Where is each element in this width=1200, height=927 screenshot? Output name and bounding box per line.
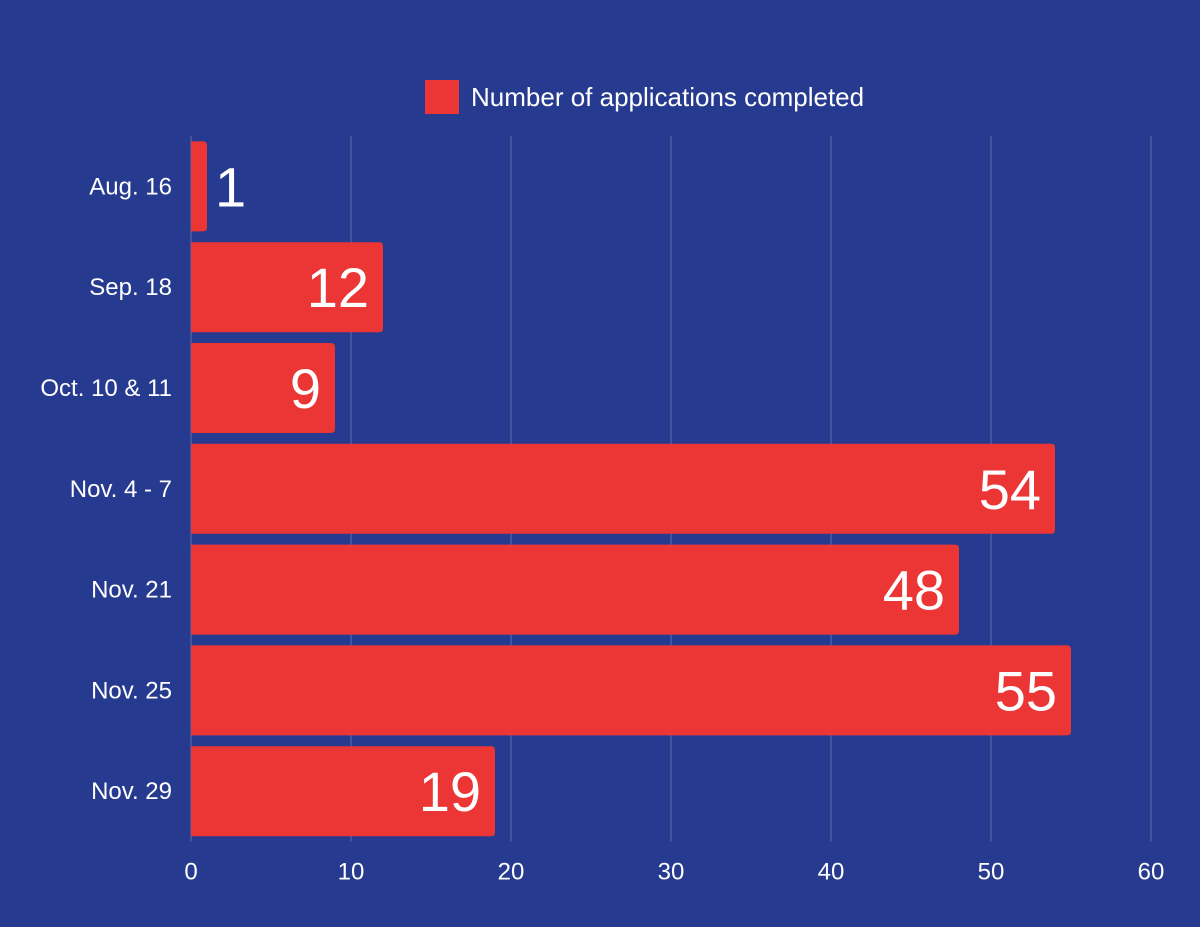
x-tick-label: 60: [1138, 859, 1165, 886]
category-label: Nov. 21: [91, 577, 172, 604]
bar: [191, 645, 1071, 736]
bar: [191, 443, 1055, 534]
bar: [191, 242, 383, 333]
x-tick-label: 40: [818, 859, 845, 886]
category-label: Nov. 4 - 7: [70, 476, 172, 503]
data-label: 48: [883, 559, 945, 622]
data-label: 54: [979, 458, 1041, 521]
legend-label: Number of applications completed: [471, 81, 865, 112]
data-label: 55: [995, 659, 1057, 722]
x-tick-label: 10: [338, 859, 365, 886]
data-label: 9: [290, 357, 321, 420]
bar: [191, 141, 207, 232]
category-label: Oct. 10 & 11: [40, 375, 172, 402]
x-tick-label: 0: [184, 859, 197, 886]
category-label: Nov. 25: [91, 677, 172, 704]
category-label: Aug. 16: [89, 173, 172, 200]
x-tick-label: 30: [658, 859, 685, 886]
category-label: Sep. 18: [89, 274, 172, 301]
legend-swatch: [425, 80, 459, 114]
x-tick-label: 50: [978, 859, 1005, 886]
category-label: Nov. 29: [91, 778, 172, 805]
bar: [191, 746, 495, 837]
legend: Number of applications completed: [425, 80, 864, 114]
bar: [191, 343, 335, 433]
data-label: 19: [419, 760, 481, 823]
data-label: 12: [307, 256, 369, 319]
x-tick-label: 20: [498, 859, 525, 886]
data-label: 1: [215, 155, 246, 218]
bar: [191, 544, 959, 635]
